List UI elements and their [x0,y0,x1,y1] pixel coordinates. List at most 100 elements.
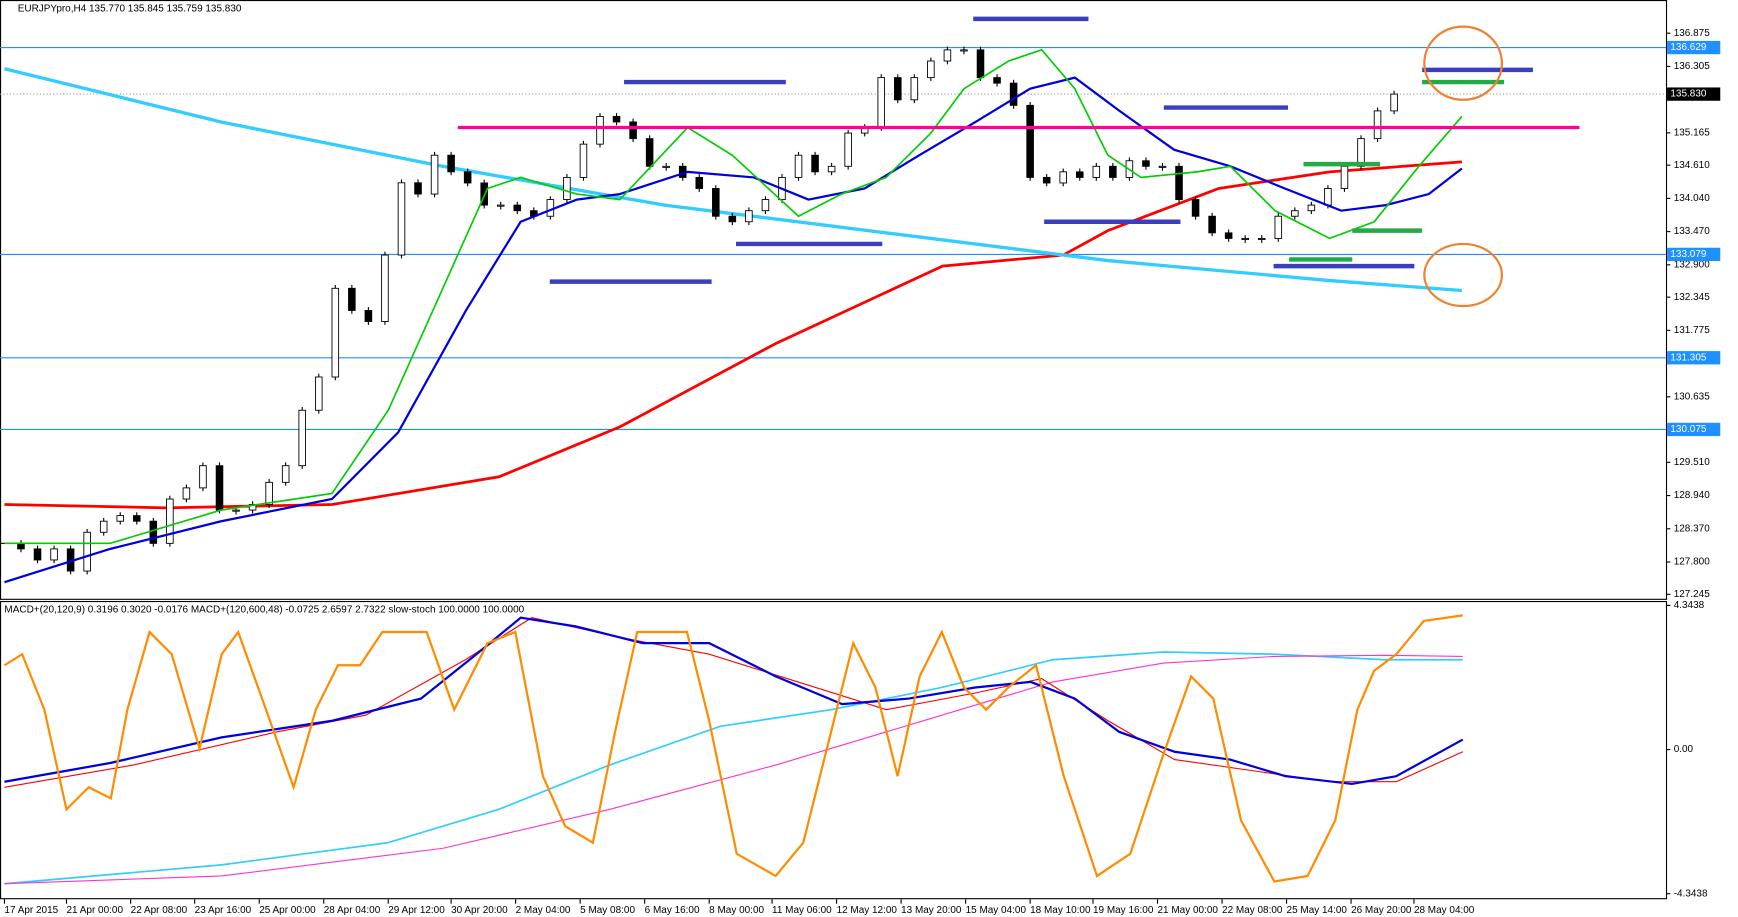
x-tick-label: 30 Apr 20:00 [451,905,508,916]
indicator-line [4,76,1463,584]
candle-body [397,182,406,256]
candle-body [1340,165,1349,189]
candle-body [894,77,902,101]
candle-body [83,531,91,572]
candle-body [1092,165,1101,178]
level-marks [549,16,1533,284]
x-tick-label: 22 May 08:00 [1222,905,1283,916]
indicator-line [4,48,1463,545]
x-tick-label: 22 Apr 08:00 [131,905,188,916]
candle-body [745,210,753,223]
candle-body [943,49,952,62]
level-label-box [1667,351,1721,365]
candle-body [99,520,108,533]
y-tick-label: 128.940 [1674,490,1710,501]
candle-body [414,182,422,195]
candle-body [1142,160,1150,167]
candle-body [910,77,919,101]
candle-body [1191,199,1200,217]
candle-body [298,409,306,467]
candle-body [1175,165,1183,201]
candle-body [563,176,571,201]
x-tick-label: 26 May 20:00 [1351,905,1412,916]
y-tick-label: 130.635 [1674,391,1710,402]
candle-body [331,287,340,378]
green-marks [1289,79,1505,262]
axis-labels: 136.875 136.305 135.165 134.610 134.040 133.4… [3,28,1721,916]
candle-body [976,49,985,79]
highlight-circle [1423,25,1504,101]
candle-body [960,49,968,52]
main-panel-frame [0,0,1668,600]
x-tick-label: 28 May 04:00 [1414,905,1475,916]
indicator-line [3,614,1463,883]
candle-body [182,487,191,500]
indicator-panel [3,604,1671,895]
candle-body [844,132,852,167]
candle-body [1324,188,1332,206]
y-tick-label: 127.245 [1674,589,1710,600]
candle-body [1274,215,1283,239]
candle-body [1224,232,1233,239]
x-tick-label: 11 May 06:00 [772,905,832,916]
candle-body [1009,82,1018,106]
candle-body [166,498,174,544]
x-tick-label: 28 Apr 04:00 [324,905,381,916]
last-price-label: 135.830 [1670,89,1706,100]
candle-body [1390,93,1398,112]
level-label-box [1667,247,1721,262]
x-tick-label: 13 May 20:00 [901,905,962,916]
level-label: 131.305 [1670,352,1706,363]
candle-body [877,77,886,128]
candle-body [811,154,819,173]
y-tick-label: 131.775 [1674,325,1710,336]
level-label: 130.075 [1670,424,1706,435]
highlight-circle [1423,242,1504,308]
y-tick-label: 128.370 [1674,523,1710,534]
x-tick-label: 21 Apr 00:00 [66,905,123,916]
candle-body [463,171,472,184]
candle-body [447,154,455,173]
candle-body [133,515,141,522]
candle-body [17,542,25,550]
main-panel [0,32,1671,595]
x-tick-label: 25 Apr 00:00 [259,905,316,916]
candle-body [364,310,373,322]
candle-body [596,115,604,145]
candle-body [33,548,42,561]
candle-body [645,138,654,167]
annotations [457,16,1580,308]
y-tick-label: 127.800 [1674,557,1710,568]
candle-body [1059,171,1067,184]
level-label: 133.079 [1670,249,1706,260]
y-tick-label: 0.00 [1674,744,1694,755]
level-label: 136.629 [1670,42,1706,53]
level-label-box [1667,422,1721,437]
indicator-line [4,651,1463,885]
candle-body [1373,110,1382,140]
candle-body [712,188,720,217]
candle-body [1241,237,1249,240]
candle-body [116,515,125,522]
x-tick-label: 6 May 16:00 [645,905,700,916]
candle-body [215,465,224,511]
candle-body [1109,165,1117,178]
candle-body [1026,104,1034,178]
y-tick-label: 4.3438 [1674,600,1705,611]
x-tick-label: 15 May 04:00 [966,905,1027,916]
y-tick-label: 134.040 [1674,193,1710,204]
x-tick-label: 21 May 00:00 [1158,905,1219,916]
indicator-line [4,617,1464,788]
indicator-line [4,654,1463,885]
candle-body [381,254,389,322]
candle-body [629,121,637,140]
x-tick-label: 2 May 04:00 [516,905,571,916]
x-tick-label: 17 Apr 2015 [4,905,58,916]
candle-body [1307,204,1316,212]
x-tick-label: 29 Apr 12:00 [388,905,445,916]
y-tick-label: 136.875 [1674,28,1710,39]
x-tick-label: 19 May 16:00 [1093,905,1154,916]
y-tick-label: 129.510 [1674,457,1710,468]
candle-body [695,176,704,189]
